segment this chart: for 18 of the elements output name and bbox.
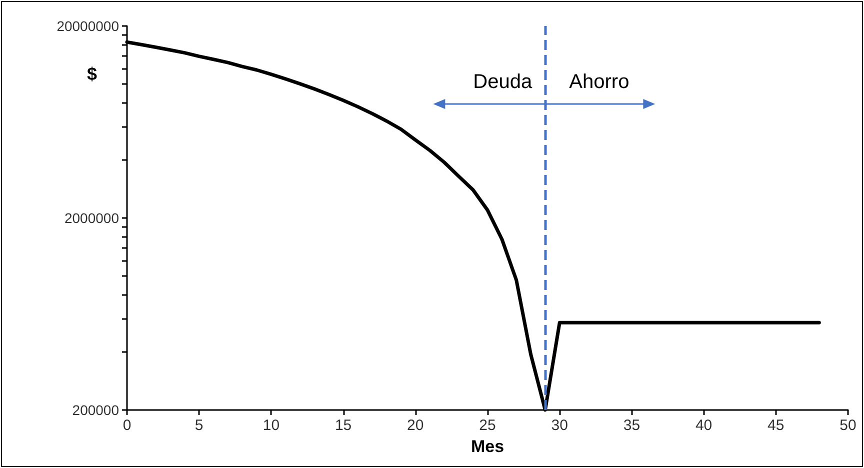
x-tick-label: 40 bbox=[695, 417, 712, 434]
x-tick-label: 15 bbox=[334, 417, 352, 434]
x-tick-label: 30 bbox=[551, 417, 568, 434]
x-tick-label: 10 bbox=[262, 417, 280, 434]
x-tick-label: 25 bbox=[479, 417, 496, 434]
x-axis-title: Mes bbox=[470, 437, 504, 456]
annotation: Ahorro bbox=[569, 71, 630, 94]
x-tick-label: 45 bbox=[768, 417, 784, 434]
y-axis-title: $ bbox=[87, 64, 98, 85]
x-tick-label: 0 bbox=[122, 417, 132, 434]
y-tick-label: 200000 bbox=[72, 402, 120, 418]
x-tick-label: 20 bbox=[407, 417, 424, 434]
annotation: Deuda bbox=[473, 71, 532, 94]
y-tick-label: 20000000 bbox=[56, 18, 120, 34]
x-tick-label: 5 bbox=[194, 417, 204, 434]
x-tick-label: 50 bbox=[840, 417, 856, 434]
x-tick-label: 35 bbox=[623, 417, 640, 434]
y-tick-label: 2000000 bbox=[64, 210, 120, 226]
